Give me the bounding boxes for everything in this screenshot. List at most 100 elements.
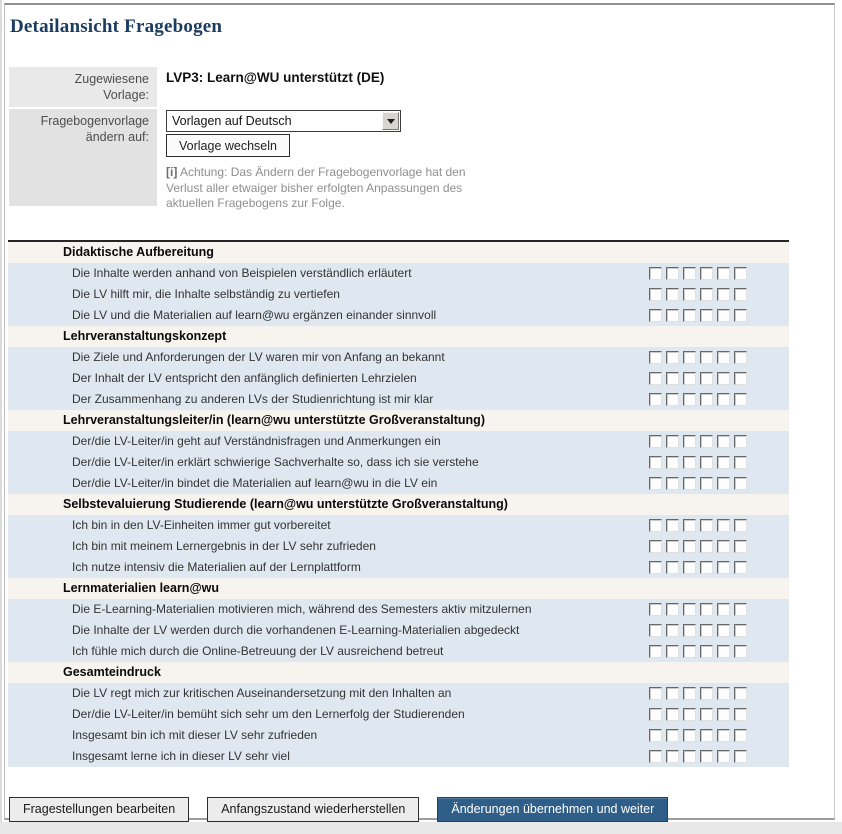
rating-checkbox[interactable]	[734, 602, 747, 616]
rating-checkbox[interactable]	[717, 707, 730, 721]
rating-checkbox[interactable]	[666, 602, 679, 616]
rating-checkbox[interactable]	[683, 623, 696, 637]
rating-checkbox[interactable]	[717, 686, 730, 700]
rating-checkbox[interactable]	[700, 707, 713, 721]
rating-checkbox[interactable]	[666, 287, 679, 301]
rating-checkbox[interactable]	[700, 287, 713, 301]
rating-checkbox[interactable]	[700, 686, 713, 700]
rating-checkbox[interactable]	[700, 266, 713, 280]
rating-checkbox[interactable]	[649, 476, 662, 490]
rating-checkbox[interactable]	[666, 686, 679, 700]
rating-checkbox[interactable]	[734, 539, 747, 553]
rating-checkbox[interactable]	[717, 287, 730, 301]
rating-checkbox[interactable]	[700, 371, 713, 385]
rating-checkbox[interactable]	[649, 287, 662, 301]
apply-and-continue-button[interactable]: Änderungen übernehmen und weiter	[437, 796, 669, 822]
chevron-down-icon[interactable]	[382, 112, 399, 130]
rating-checkbox[interactable]	[717, 434, 730, 448]
rating-checkbox[interactable]	[649, 560, 662, 574]
rating-checkbox[interactable]	[734, 686, 747, 700]
rating-checkbox[interactable]	[734, 560, 747, 574]
rating-checkbox[interactable]	[666, 266, 679, 280]
rating-checkbox[interactable]	[734, 350, 747, 364]
rating-checkbox[interactable]	[649, 371, 662, 385]
change-template-button[interactable]: Vorlage wechseln	[166, 134, 290, 157]
rating-checkbox[interactable]	[683, 707, 696, 721]
rating-checkbox[interactable]	[717, 476, 730, 490]
rating-checkbox[interactable]	[700, 749, 713, 763]
rating-checkbox[interactable]	[666, 371, 679, 385]
rating-checkbox[interactable]	[717, 749, 730, 763]
rating-checkbox[interactable]	[683, 749, 696, 763]
rating-checkbox[interactable]	[734, 455, 747, 469]
rating-checkbox[interactable]	[649, 707, 662, 721]
rating-checkbox[interactable]	[700, 350, 713, 364]
restore-initial-state-button[interactable]: Anfangszustand wiederherstellen	[207, 796, 420, 822]
rating-checkbox[interactable]	[683, 476, 696, 490]
rating-checkbox[interactable]	[734, 434, 747, 448]
rating-checkbox[interactable]	[717, 455, 730, 469]
rating-checkbox[interactable]	[700, 728, 713, 742]
rating-checkbox[interactable]	[649, 434, 662, 448]
rating-checkbox[interactable]	[666, 308, 679, 322]
rating-checkbox[interactable]	[717, 371, 730, 385]
rating-checkbox[interactable]	[683, 518, 696, 532]
rating-checkbox[interactable]	[683, 602, 696, 616]
rating-checkbox[interactable]	[717, 518, 730, 532]
rating-checkbox[interactable]	[734, 728, 747, 742]
rating-checkbox[interactable]	[734, 266, 747, 280]
rating-checkbox[interactable]	[683, 266, 696, 280]
rating-checkbox[interactable]	[683, 434, 696, 448]
rating-checkbox[interactable]	[666, 392, 679, 406]
rating-checkbox[interactable]	[666, 623, 679, 637]
edit-questions-button[interactable]: Fragestellungen bearbeiten	[9, 796, 190, 822]
rating-checkbox[interactable]	[734, 287, 747, 301]
rating-checkbox[interactable]	[649, 266, 662, 280]
rating-checkbox[interactable]	[649, 539, 662, 553]
rating-checkbox[interactable]	[683, 728, 696, 742]
rating-checkbox[interactable]	[683, 686, 696, 700]
rating-checkbox[interactable]	[734, 707, 747, 721]
rating-checkbox[interactable]	[649, 644, 662, 658]
rating-checkbox[interactable]	[683, 287, 696, 301]
rating-checkbox[interactable]	[683, 455, 696, 469]
template-select[interactable]: Vorlagen auf Deutsch	[166, 110, 401, 132]
rating-checkbox[interactable]	[649, 518, 662, 532]
rating-checkbox[interactable]	[666, 749, 679, 763]
rating-checkbox[interactable]	[666, 350, 679, 364]
rating-checkbox[interactable]	[700, 560, 713, 574]
rating-checkbox[interactable]	[717, 308, 730, 322]
rating-checkbox[interactable]	[700, 308, 713, 322]
rating-checkbox[interactable]	[717, 602, 730, 616]
rating-checkbox[interactable]	[717, 644, 730, 658]
rating-checkbox[interactable]	[649, 728, 662, 742]
rating-checkbox[interactable]	[734, 392, 747, 406]
rating-checkbox[interactable]	[649, 308, 662, 322]
rating-checkbox[interactable]	[717, 623, 730, 637]
rating-checkbox[interactable]	[734, 623, 747, 637]
rating-checkbox[interactable]	[700, 434, 713, 448]
rating-checkbox[interactable]	[734, 476, 747, 490]
rating-checkbox[interactable]	[666, 455, 679, 469]
rating-checkbox[interactable]	[666, 707, 679, 721]
rating-checkbox[interactable]	[700, 518, 713, 532]
rating-checkbox[interactable]	[717, 560, 730, 574]
rating-checkbox[interactable]	[734, 308, 747, 322]
rating-checkbox[interactable]	[666, 728, 679, 742]
rating-checkbox[interactable]	[734, 644, 747, 658]
rating-checkbox[interactable]	[734, 518, 747, 532]
rating-checkbox[interactable]	[683, 308, 696, 322]
rating-checkbox[interactable]	[734, 371, 747, 385]
rating-checkbox[interactable]	[683, 392, 696, 406]
rating-checkbox[interactable]	[666, 560, 679, 574]
rating-checkbox[interactable]	[649, 392, 662, 406]
rating-checkbox[interactable]	[666, 518, 679, 532]
rating-checkbox[interactable]	[649, 455, 662, 469]
rating-checkbox[interactable]	[649, 350, 662, 364]
rating-checkbox[interactable]	[683, 644, 696, 658]
rating-checkbox[interactable]	[700, 602, 713, 616]
rating-checkbox[interactable]	[666, 539, 679, 553]
rating-checkbox[interactable]	[683, 539, 696, 553]
rating-checkbox[interactable]	[717, 539, 730, 553]
rating-checkbox[interactable]	[649, 749, 662, 763]
